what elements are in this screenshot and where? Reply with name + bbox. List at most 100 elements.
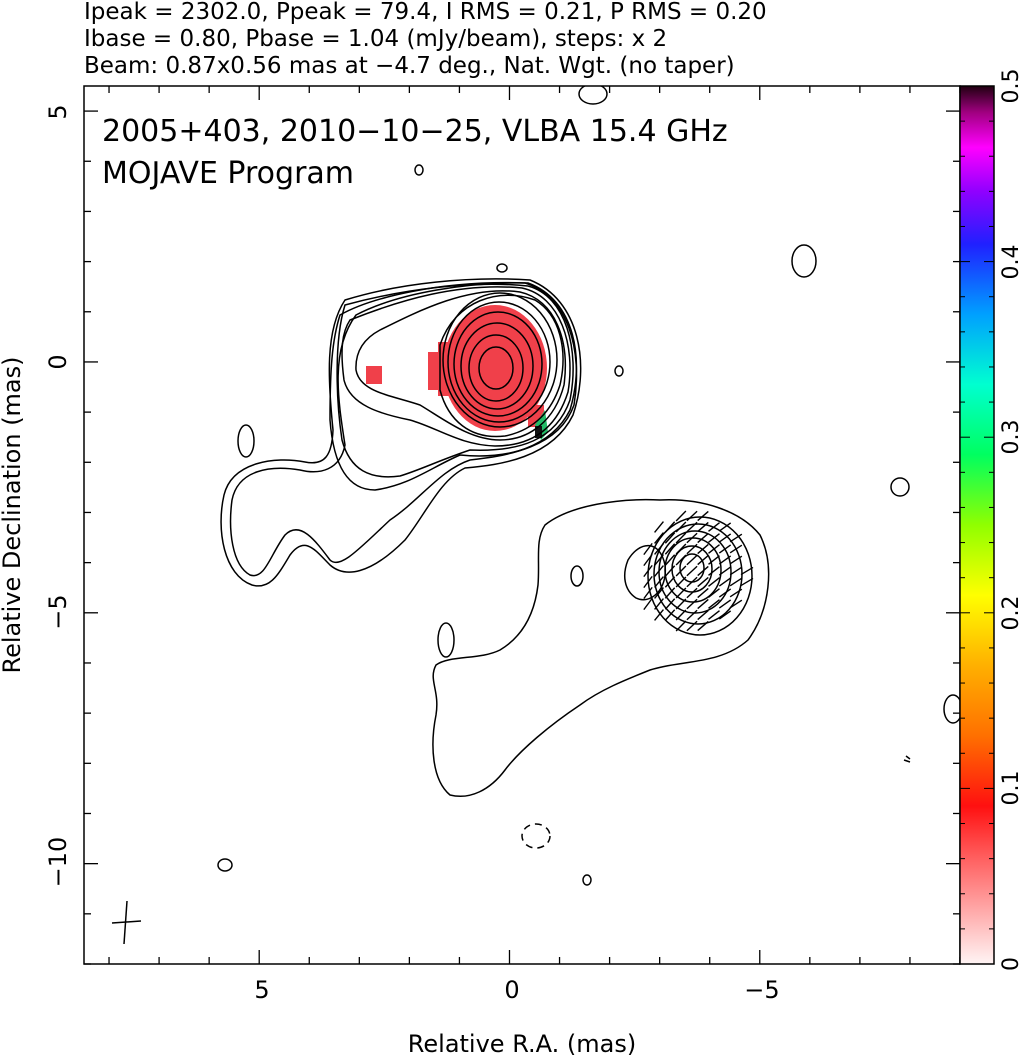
- polarization-core: [443, 305, 547, 431]
- polarization-vector: [675, 521, 687, 533]
- y-tick-label: 0: [44, 354, 72, 369]
- x-tick-label: 0: [504, 976, 519, 1004]
- polarization-vector: [654, 532, 664, 544]
- polarization-vector: [718, 599, 732, 609]
- colorbar-tick-label: 0.1: [999, 771, 1022, 806]
- colorbar-tick-labels: 0 0.1 0.2 0.3 0.4 0.5: [999, 69, 1022, 972]
- polarization-vector: [686, 510, 698, 522]
- x-tick-labels: 5 0 −5: [254, 976, 779, 1004]
- polarization-vector: [686, 521, 698, 533]
- polarization-vector: [729, 588, 743, 598]
- polarization-vector: [686, 532, 698, 544]
- polarization-vector: [729, 599, 743, 609]
- polarization-vector: [708, 544, 720, 554]
- polarization-vector: [643, 586, 653, 600]
- polarization-vector: [740, 566, 754, 576]
- polarization-vector: [697, 620, 709, 632]
- plot-frame: [83, 85, 961, 965]
- polarization-vector: [664, 565, 676, 577]
- polarization-vector: [664, 532, 676, 544]
- header-line-3: Beam: 0.87x0.56 mas at −4.7 deg., Nat. W…: [84, 53, 735, 79]
- polarization-vector: [718, 566, 732, 576]
- map-subtitle: MOJAVE Program: [102, 156, 354, 191]
- polarization-vector: [654, 598, 664, 610]
- polarization-vector: [675, 576, 687, 588]
- polarization-vector: [697, 609, 709, 621]
- polarization-vector: [729, 577, 743, 587]
- polarization-vector: [718, 577, 732, 587]
- polarization-vector: [718, 555, 732, 565]
- polarization-vector: [664, 554, 676, 566]
- polarization-vector: [718, 522, 732, 532]
- y-tick-label: −10: [44, 837, 72, 888]
- polarization-vector: [654, 609, 664, 621]
- map-title: 2005+403, 2010−10−25, VLBA 15.4 GHz: [102, 114, 728, 149]
- polarization-vector: [686, 565, 698, 577]
- polarization-edge-pixel: [535, 426, 542, 438]
- y-tick-labels: 5 0 −5 −10: [44, 104, 72, 887]
- polarization-vector: [654, 565, 664, 577]
- polarization-vector: [708, 588, 720, 598]
- polarization-vector: [697, 543, 709, 555]
- polarization-vector: [697, 598, 709, 610]
- polarization-vector: [729, 533, 743, 543]
- polarization-vector: [686, 598, 698, 610]
- polarization-vector: [675, 532, 687, 544]
- polarization-vector: [664, 598, 676, 610]
- polarization-vector: [686, 554, 698, 566]
- map-header: Ipeak = 2302.0, Ppeak = 79.4, I RMS = 0.…: [84, 0, 767, 79]
- polarization-vector: [675, 620, 687, 632]
- axis-ticks: [84, 86, 961, 965]
- polarization-vector: [675, 587, 687, 599]
- polarization-vector: [664, 543, 676, 555]
- polarization-vector: [729, 566, 743, 576]
- header-line-2: Ibase = 0.80, Pbase = 1.04 (mJy/beam), s…: [84, 26, 667, 52]
- beam-marker: [111, 900, 142, 945]
- y-tick-label: 5: [44, 104, 72, 119]
- polarization-vector: [697, 565, 709, 577]
- polarization-vector: [664, 609, 676, 621]
- polarization-vector: [708, 533, 720, 543]
- polarization-vector: [675, 565, 687, 577]
- polarization-vector: [675, 609, 687, 621]
- polarization-vector: [686, 587, 698, 599]
- polarization-knot-3: [366, 366, 382, 384]
- colorbar: [959, 85, 995, 965]
- polarization-vector: [686, 620, 698, 632]
- polarization-vector: [718, 588, 732, 598]
- polarization-vector: [643, 575, 653, 589]
- x-tick-label: −5: [744, 976, 779, 1004]
- polarization-patches: [366, 305, 548, 440]
- polarization-vector: [697, 587, 709, 599]
- polarization-vector: [718, 610, 732, 620]
- polarization-vector: [675, 510, 687, 522]
- polarization-vectors: [643, 510, 754, 632]
- colorbar-tick-label: 0.3: [999, 420, 1022, 455]
- polarization-vector: [686, 576, 698, 588]
- polarization-vector: [708, 599, 720, 609]
- polarization-vector: [697, 576, 709, 588]
- polarization-vector: [664, 576, 676, 588]
- polarization-vector: [675, 598, 687, 610]
- polarization-vector: [740, 577, 754, 587]
- colorbar-tick-label: 0.5: [999, 69, 1022, 104]
- colorbar-tick-label: 0: [999, 957, 1022, 971]
- polarization-vector: [664, 521, 676, 533]
- polarization-vector: [643, 597, 653, 611]
- polarization-vector: [697, 532, 709, 544]
- polarization-vector: [708, 577, 720, 587]
- polarization-vector: [664, 587, 676, 599]
- colorbar-tick-label: 0.2: [999, 596, 1022, 631]
- polarization-vector: [654, 543, 664, 555]
- y-tick-label: −5: [44, 594, 72, 629]
- polarization-vector: [708, 566, 720, 576]
- x-axis-label: Relative R.A. (mas): [408, 1030, 636, 1058]
- polarization-vector: [729, 544, 743, 554]
- polarization-vector: [697, 521, 709, 533]
- polarization-vector: [675, 554, 687, 566]
- polarization-vector: [697, 554, 709, 566]
- polarization-vector: [708, 555, 720, 565]
- polarization-vector: [708, 522, 720, 532]
- colorbar-tick-label: 0.4: [999, 245, 1022, 280]
